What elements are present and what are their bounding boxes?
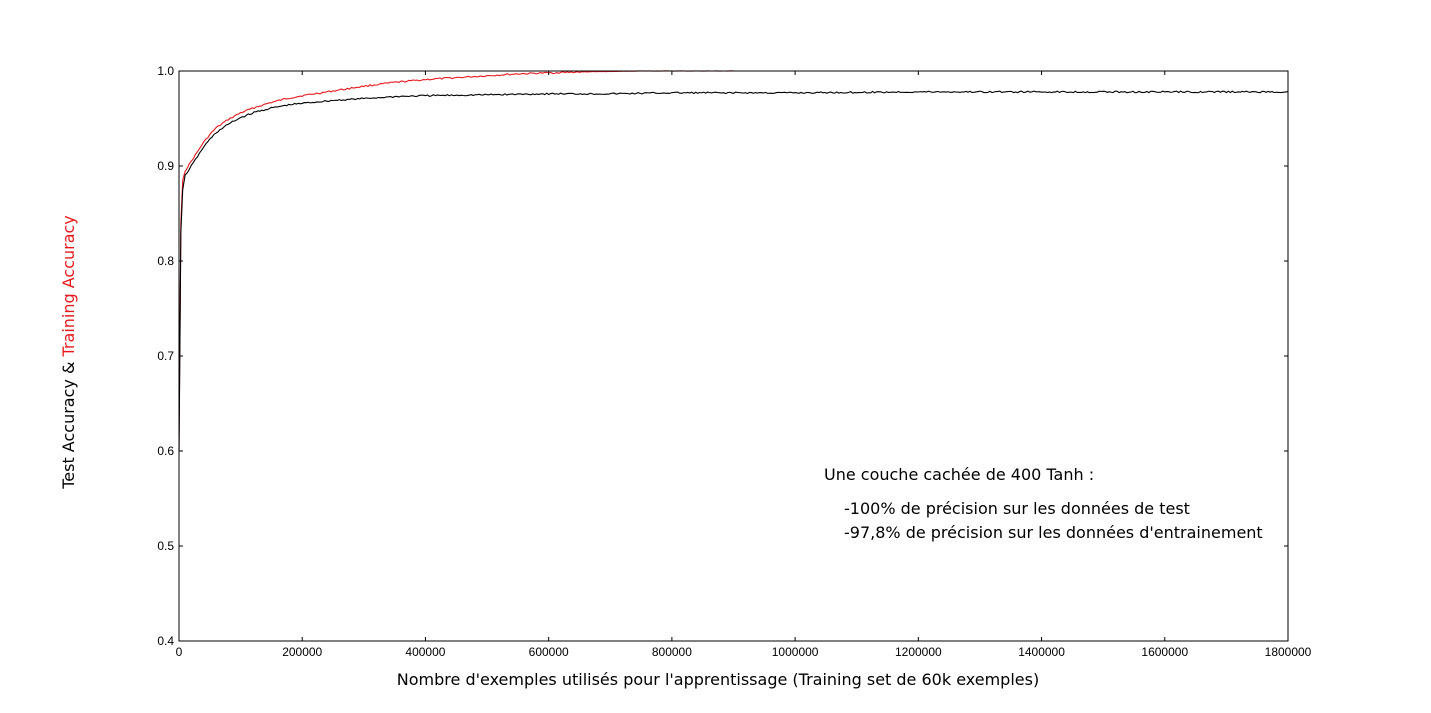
series-layer <box>178 70 1289 452</box>
x-tick-label: 400000 <box>405 645 445 659</box>
y-tick-label: 1.0 <box>157 64 174 78</box>
y-axis-ticks: 0.4 0.5 0.6 0.7 0.8 0.9 1.0 <box>157 64 1288 648</box>
y-tick-label: 0.5 <box>157 539 174 553</box>
y-tick-label: 0.7 <box>157 349 174 363</box>
annotation-title: Une couche cachée de 400 Tanh : <box>824 465 1094 484</box>
y-axis-label: Test Accuracy & Training Accuracy <box>59 215 78 490</box>
annotation-box: Une couche cachée de 400 Tanh : -100% de… <box>824 465 1263 542</box>
x-tick-label: 1200000 <box>895 645 942 659</box>
y-axis-label-test: Test Accuracy & <box>59 356 78 489</box>
training-accuracy-line <box>178 70 734 452</box>
x-tick-label: 1000000 <box>772 645 819 659</box>
plot-frame <box>178 70 1289 642</box>
annotation-line-2: -97,8% de précision sur les données d'en… <box>844 523 1263 542</box>
y-axis-label-training: Training Accuracy <box>59 215 78 357</box>
x-tick-label: 1600000 <box>1141 645 1188 659</box>
annotation-line-1: -100% de précision sur les données de te… <box>844 499 1190 518</box>
y-tick-label: 0.6 <box>157 444 174 458</box>
y-tick-label: 0.8 <box>157 254 174 268</box>
x-tick-label: 600000 <box>529 645 569 659</box>
x-tick-label: 0 <box>176 645 183 659</box>
x-tick-label: 1400000 <box>1018 645 1065 659</box>
x-tick-label: 1800000 <box>1265 645 1312 659</box>
x-axis-label: Nombre d'exemples utilisés pour l'appren… <box>397 670 1039 689</box>
x-axis-ticks: 0 200000 400000 600000 800000 1000000 1200000 1… <box>176 71 1312 659</box>
y-tick-label: 0.9 <box>157 159 174 173</box>
x-tick-label: 200000 <box>282 645 322 659</box>
x-tick-label: 800000 <box>652 645 692 659</box>
test-accuracy-line <box>178 90 1289 452</box>
y-tick-label: 0.4 <box>157 634 174 648</box>
